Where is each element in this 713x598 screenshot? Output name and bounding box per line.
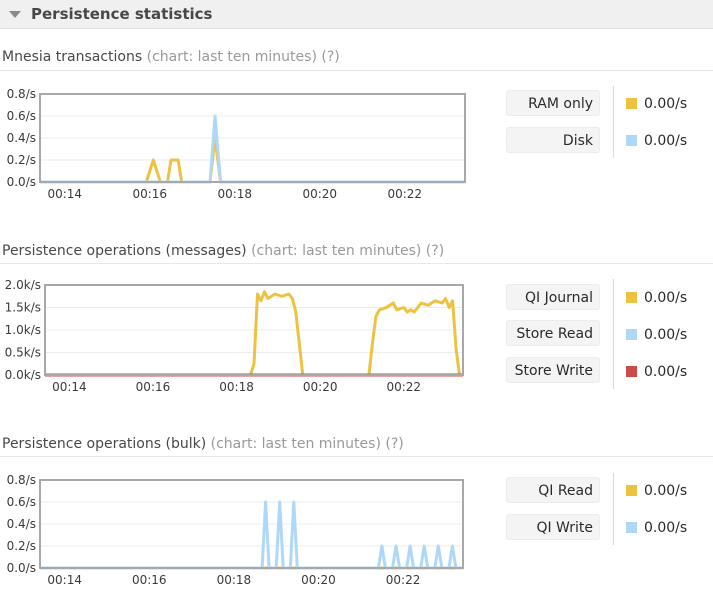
- chart-title: Mnesia transactions (chart: last ten min…: [2, 49, 340, 65]
- y-tick-label: 0.4/s: [7, 517, 36, 531]
- y-tick-label: 0.0/s: [7, 561, 36, 575]
- series-line-disk: [40, 114, 465, 184]
- x-tick-label: 00:14: [47, 573, 82, 587]
- mnesia-transactions-block: Mnesia transactions (chart: last ten min…: [0, 49, 713, 201]
- x-tick-label: 00:16: [136, 380, 171, 394]
- x-tick-label: 00:14: [47, 187, 82, 201]
- y-tick-label: 0.2/s: [7, 153, 36, 167]
- color-swatch: [626, 292, 637, 303]
- legend-button-qi-read[interactable]: QI Read: [506, 477, 600, 503]
- x-tick-label: 00:22: [386, 573, 421, 587]
- divider: [0, 456, 713, 457]
- persistence-operations-bulk-chart: 0.0/s 0.2/s 0.4/s 0.6/s 0.8/s 00:14 00:16 00:18…: [7, 473, 464, 587]
- persistence-operations-messages-block: Persistence operations (messages) (chart…: [0, 243, 713, 403]
- chart-title: Persistence operations (bulk) (chart: la…: [2, 436, 404, 452]
- chart-title: Persistence operations (messages) (chart…: [2, 243, 445, 259]
- plot-frame: [44, 284, 464, 376]
- legend-value-ram-only: 0.00/s: [626, 96, 687, 112]
- y-tick-label: 0.8/s: [7, 87, 36, 101]
- legend-value-store-write: 0.00/s: [626, 364, 687, 380]
- plot-frame: [39, 93, 466, 183]
- color-swatch: [626, 98, 637, 109]
- legend-button-ram-only[interactable]: RAM only: [506, 90, 600, 116]
- series-line-qi-write: [40, 500, 463, 570]
- color-swatch: [626, 366, 637, 377]
- y-tick-label: 0.5k/s: [5, 346, 41, 360]
- x-tick-label: 00:16: [132, 187, 167, 201]
- persistence-operations-messages-chart: 0.0k/s 0.5k/s 1.0k/s 1.5k/s 2.0k/s 00:14 00:16…: [5, 278, 464, 394]
- series-line-qi-journal: [45, 290, 463, 377]
- divider: [0, 70, 713, 71]
- chart-subtitle-help-link[interactable]: (chart: last ten minutes) (?): [146, 49, 340, 65]
- legend-button-store-write[interactable]: Store Write: [506, 357, 600, 383]
- x-tick-label: 00:16: [132, 573, 167, 587]
- collapse-triangle-icon[interactable]: [9, 11, 21, 18]
- legend-value-qi-write: 0.00/s: [626, 520, 687, 536]
- legend-separator: [613, 86, 614, 158]
- chart-subtitle-help-link[interactable]: (chart: last ten minutes) (?): [251, 243, 445, 259]
- legend-separator: [613, 279, 614, 389]
- y-tick-label: 0.8/s: [7, 473, 36, 487]
- y-tick-label: 1.5k/s: [5, 301, 41, 315]
- x-tick-label: 00:20: [303, 380, 338, 394]
- color-swatch: [626, 522, 637, 533]
- divider: [0, 263, 713, 264]
- x-tick-label: 00:18: [219, 380, 254, 394]
- x-tick-label: 00:22: [387, 187, 422, 201]
- series-line-ram-only: [40, 136, 465, 184]
- section-title: Persistence statistics: [31, 5, 213, 23]
- plot-frame: [39, 479, 464, 569]
- section-header-persistence-statistics[interactable]: Persistence statistics: [0, 0, 713, 29]
- x-tick-label: 00:22: [386, 380, 421, 394]
- legend-value-store-read: 0.00/s: [626, 327, 687, 343]
- x-tick-label: 00:14: [52, 380, 87, 394]
- chart-subtitle-help-link[interactable]: (chart: last ten minutes) (?): [210, 436, 404, 452]
- y-tick-label: 1.0k/s: [5, 323, 41, 337]
- y-tick-label: 0.4/s: [7, 131, 36, 145]
- y-tick-label: 2.0k/s: [5, 278, 41, 292]
- y-tick-label: 0.2/s: [7, 539, 36, 553]
- legend-value-qi-journal: 0.00/s: [626, 290, 687, 306]
- y-tick-label: 0.6/s: [7, 109, 36, 123]
- mnesia-transactions-chart: 0.0/s 0.2/s 0.4/s 0.6/s 0.8/s 00:14 00:16 00:18…: [7, 87, 466, 201]
- y-tick-label: 0.6/s: [7, 495, 36, 509]
- legend-separator: [613, 473, 614, 545]
- legend-value-qi-read: 0.00/s: [626, 483, 687, 499]
- x-tick-label: 00:18: [217, 187, 252, 201]
- x-tick-label: 00:18: [217, 573, 252, 587]
- x-tick-label: 00:20: [302, 187, 337, 201]
- color-swatch: [626, 135, 637, 146]
- legend-button-qi-journal[interactable]: QI Journal: [506, 284, 600, 310]
- legend-button-qi-write[interactable]: QI Write: [506, 514, 600, 540]
- x-tick-label: 00:20: [301, 573, 336, 587]
- y-tick-label: 0.0k/s: [5, 368, 41, 382]
- legend-button-store-read[interactable]: Store Read: [506, 320, 600, 346]
- y-tick-label: 0.0/s: [7, 175, 36, 189]
- persistence-operations-bulk-block: Persistence operations (bulk) (chart: la…: [0, 436, 713, 596]
- color-swatch: [626, 485, 637, 496]
- legend-button-disk[interactable]: Disk: [506, 127, 600, 153]
- color-swatch: [626, 329, 637, 340]
- legend-value-disk: 0.00/s: [626, 133, 687, 149]
